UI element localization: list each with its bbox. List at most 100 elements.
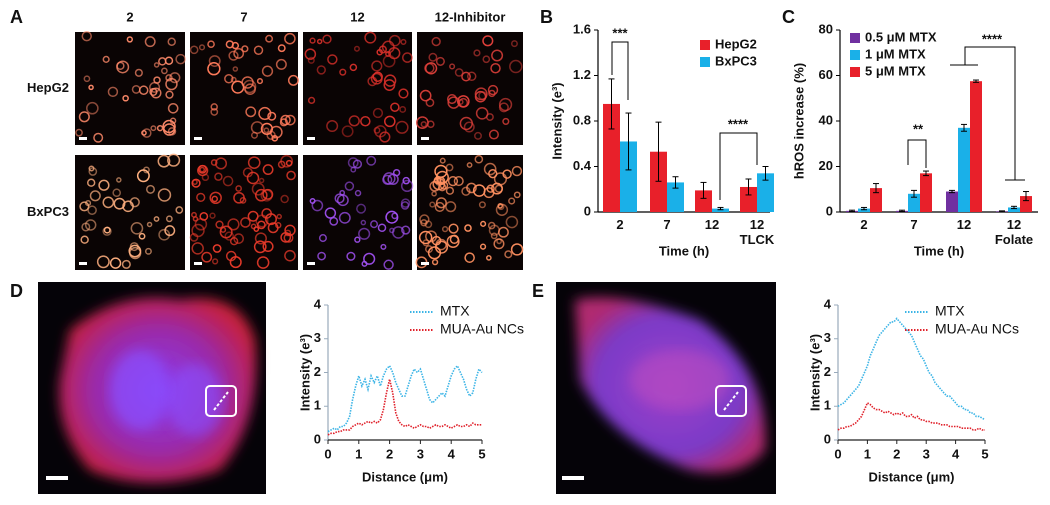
cell-blob [103, 226, 111, 234]
error-bar [923, 170, 929, 177]
cell-blob [86, 101, 99, 115]
cell-blob [246, 171, 260, 185]
cell-blob [254, 188, 268, 202]
cell-blob [199, 166, 206, 173]
cell-blob [424, 62, 435, 74]
cell-blob [488, 129, 499, 140]
cell-blob [488, 168, 498, 179]
cell-blob [339, 68, 347, 76]
micrograph-d [38, 282, 266, 494]
cell-blob [464, 252, 475, 263]
x-tick-label: 12 [957, 217, 971, 232]
cell-blob [502, 117, 510, 125]
cell-blob [209, 191, 222, 205]
cell-blob [75, 128, 83, 137]
row-label: BxPC3 [27, 204, 69, 219]
bar [603, 103, 620, 212]
cell-blob [307, 96, 316, 105]
legend-label: 1 μM MTX [865, 46, 926, 61]
cell-blob [88, 167, 98, 176]
cell-blob [360, 115, 371, 127]
cell-blob [224, 231, 234, 241]
cell-blob [260, 122, 274, 136]
cell-blob [275, 58, 287, 70]
cell-blob [441, 226, 449, 233]
cell-blob [316, 38, 323, 45]
cell-blob [109, 257, 122, 269]
cell-blob [262, 188, 274, 200]
legend-swatch [850, 33, 860, 43]
cell-blob [233, 191, 245, 204]
legend-swatch [850, 67, 860, 77]
cell-blob [497, 226, 509, 238]
cell-blob [165, 215, 173, 223]
cell-blob [225, 250, 237, 262]
cell-blob [385, 50, 392, 57]
y-axis-label: Intensity (e³) [297, 334, 312, 411]
cell-blob [175, 206, 184, 214]
x-tick-label: 2 [386, 446, 393, 461]
cell-blob [189, 233, 199, 242]
x-tick-label: 12 [705, 217, 719, 232]
cell-blob [446, 234, 460, 249]
cell-blob [478, 201, 486, 209]
cell-blob [191, 178, 201, 188]
cell-blob [424, 62, 438, 75]
cell-blob [400, 38, 407, 45]
significance-bracket [907, 139, 927, 168]
cell-blob [284, 249, 296, 262]
cell-blob [122, 200, 134, 213]
cell-blob [346, 251, 356, 261]
cell-blob [232, 66, 239, 72]
cell-blob [496, 238, 503, 245]
cell-blob [141, 128, 152, 138]
y-tick-label: 0 [314, 431, 321, 446]
x-tick-label: 4 [448, 446, 456, 461]
cell-blob [349, 63, 358, 72]
error-bar [873, 183, 879, 194]
cell-blob [228, 50, 239, 61]
x-tick-label: 12 Folate [995, 217, 1033, 247]
cell-blob [493, 172, 508, 186]
cell-blob [505, 215, 519, 229]
cell-blob [233, 233, 245, 244]
cell-blob [285, 159, 293, 167]
cell-blob [138, 85, 149, 95]
y-tick-label: 0.8 [573, 112, 591, 127]
y-axis-label: hROS increase (%) [791, 63, 806, 179]
y-axis-label: Intensity (e³) [807, 334, 822, 411]
error-bar [1011, 205, 1017, 210]
cell-blob [353, 45, 360, 52]
cell-blob [276, 213, 282, 220]
error-bar [899, 209, 905, 213]
cell-blob [304, 48, 317, 60]
cell-blob [364, 31, 377, 44]
cell-blob [284, 32, 296, 45]
cell-blob [96, 255, 110, 269]
cell-blob [256, 256, 270, 269]
cell-blob [89, 190, 101, 202]
significance-label: **** [728, 116, 749, 131]
cell-blob [372, 107, 384, 119]
cell-blob [482, 35, 494, 47]
cell-blob [245, 106, 257, 118]
cell-blob [262, 240, 274, 253]
y-tick-label: 60 [819, 67, 833, 82]
scale-bar [421, 137, 429, 140]
cell-blob [88, 84, 94, 91]
cell-blob [376, 48, 383, 56]
cell-blob [191, 242, 204, 255]
significance-bracket [611, 41, 629, 100]
cell-blob [102, 196, 115, 209]
cell-blob [165, 90, 174, 99]
cell-blob [219, 225, 233, 239]
significance-label: *** [612, 25, 628, 40]
cell-blob [256, 220, 266, 230]
cell-blob [483, 187, 495, 199]
cell-blob [144, 247, 152, 255]
cell-blob [258, 106, 272, 121]
cell-blob [241, 45, 249, 53]
bar [757, 173, 774, 212]
cell-blob [116, 61, 125, 70]
legend-label: BxPC3 [715, 53, 757, 68]
